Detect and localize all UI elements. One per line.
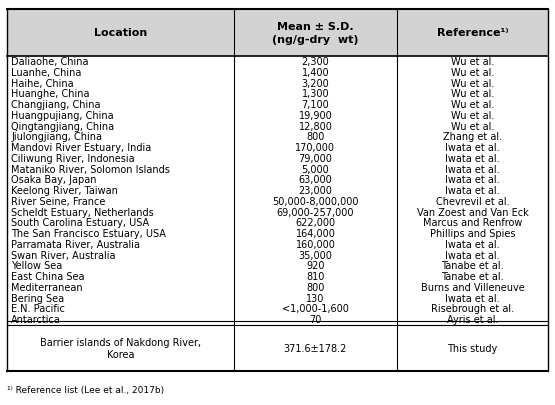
Text: Qingtangjiang, China: Qingtangjiang, China	[11, 122, 114, 131]
Text: Ciliwung River, Indonesia: Ciliwung River, Indonesia	[11, 153, 135, 164]
Text: Tanabe et al.: Tanabe et al.	[441, 261, 504, 271]
Text: Tanabe et al.: Tanabe et al.	[441, 272, 504, 281]
Bar	[7, 10, 548, 57]
Text: 50,000-8,000,000: 50,000-8,000,000	[272, 196, 359, 207]
Text: Iwata et al.: Iwata et al.	[445, 239, 500, 249]
Text: 371.6±178.2: 371.6±178.2	[284, 343, 347, 353]
Text: Zhang et al.: Zhang et al.	[443, 132, 502, 142]
Text: Mandovi River Estuary, India: Mandovi River Estuary, India	[11, 143, 152, 153]
Text: 69,000-257,000: 69,000-257,000	[277, 207, 354, 217]
Text: Marcus and Renfrow: Marcus and Renfrow	[423, 218, 522, 228]
Text: 920: 920	[306, 261, 325, 271]
Text: East China Sea: East China Sea	[11, 272, 84, 281]
Text: Wu et al.: Wu et al.	[451, 57, 494, 67]
Text: Parramata River, Australia: Parramata River, Australia	[11, 239, 140, 249]
Text: Huanghe, China: Huanghe, China	[11, 89, 89, 99]
Text: Iwata et al.: Iwata et al.	[445, 175, 500, 185]
Text: Bering Sea: Bering Sea	[11, 293, 64, 303]
Text: 160,000: 160,000	[295, 239, 335, 249]
Text: South Carolina Estuary, USA: South Carolina Estuary, USA	[11, 218, 149, 228]
Text: 3,200: 3,200	[301, 79, 329, 89]
Text: Mediterranean: Mediterranean	[11, 282, 83, 292]
Text: River Seine, France: River Seine, France	[11, 196, 105, 207]
Text: Antarctica: Antarctica	[11, 314, 61, 324]
Text: Osaka Bay, Japan: Osaka Bay, Japan	[11, 175, 97, 185]
Text: Barrier islands of Nakdong River,
Korea: Barrier islands of Nakdong River, Korea	[40, 337, 201, 359]
Text: Changjiang, China: Changjiang, China	[11, 100, 100, 110]
Text: Scheldt Estuary, Netherlands: Scheldt Estuary, Netherlands	[11, 207, 154, 217]
Text: Iwata et al.: Iwata et al.	[445, 186, 500, 196]
Text: Iwata et al.: Iwata et al.	[445, 153, 500, 164]
Text: 23,000: 23,000	[299, 186, 332, 196]
Text: Wu et al.: Wu et al.	[451, 89, 494, 99]
Text: <1,000-1,600: <1,000-1,600	[282, 304, 349, 314]
Text: 79,000: 79,000	[299, 153, 332, 164]
Text: ¹⁾ Reference list (Lee et al., 2017b): ¹⁾ Reference list (Lee et al., 2017b)	[7, 385, 164, 394]
Text: 130: 130	[306, 293, 325, 303]
Text: Ayris et al.: Ayris et al.	[447, 314, 498, 324]
Text: 800: 800	[306, 282, 325, 292]
Text: 63,000: 63,000	[299, 175, 332, 185]
Text: Iwata et al.: Iwata et al.	[445, 143, 500, 153]
Text: 164,000: 164,000	[295, 229, 335, 239]
Text: This study: This study	[447, 343, 498, 353]
Text: 12,800: 12,800	[299, 122, 332, 131]
Text: 800: 800	[306, 132, 325, 142]
Text: Burns and Villeneuve: Burns and Villeneuve	[421, 282, 524, 292]
Text: 35,000: 35,000	[299, 250, 332, 260]
Text: Iwata et al.: Iwata et al.	[445, 250, 500, 260]
Text: 1,400: 1,400	[301, 68, 329, 78]
Text: Wu et al.: Wu et al.	[451, 68, 494, 78]
Text: 5,000: 5,000	[301, 164, 329, 174]
Text: Luanhe, China: Luanhe, China	[11, 68, 82, 78]
Text: Swan River, Australia: Swan River, Australia	[11, 250, 115, 260]
Text: 810: 810	[306, 272, 325, 281]
Text: Wu et al.: Wu et al.	[451, 122, 494, 131]
Text: Van Zoest and Van Eck: Van Zoest and Van Eck	[417, 207, 528, 217]
Text: 7,100: 7,100	[301, 100, 329, 110]
Text: Haihe, China: Haihe, China	[11, 79, 74, 89]
Text: E.N. Pacific: E.N. Pacific	[11, 304, 65, 314]
Text: The San Francisco Estuary, USA: The San Francisco Estuary, USA	[11, 229, 166, 239]
Text: Iwata et al.: Iwata et al.	[445, 164, 500, 174]
Text: Yellow Sea: Yellow Sea	[11, 261, 62, 271]
Text: Wu et al.: Wu et al.	[451, 100, 494, 110]
Text: Mean ± S.D.
(ng/g-dry  wt): Mean ± S.D. (ng/g-dry wt)	[272, 22, 359, 45]
Text: Huangpujiang, China: Huangpujiang, China	[11, 111, 114, 121]
Text: Chevrevil et al.: Chevrevil et al.	[436, 196, 509, 207]
Text: 70: 70	[309, 314, 321, 324]
Text: Wu et al.: Wu et al.	[451, 79, 494, 89]
Text: Mataniko River, Solomon Islands: Mataniko River, Solomon Islands	[11, 164, 170, 174]
Text: 19,900: 19,900	[299, 111, 332, 121]
Text: Keelong River, Taiwan: Keelong River, Taiwan	[11, 186, 118, 196]
Text: Reference¹⁾: Reference¹⁾	[437, 28, 508, 38]
Text: Daliaohe, China: Daliaohe, China	[11, 57, 89, 67]
Text: Jiulongjiang, China: Jiulongjiang, China	[11, 132, 102, 142]
Text: Phillips and Spies: Phillips and Spies	[430, 229, 515, 239]
Text: 622,000: 622,000	[295, 218, 335, 228]
Text: 2,300: 2,300	[301, 57, 329, 67]
Text: 170,000: 170,000	[295, 143, 335, 153]
Text: Location: Location	[94, 28, 147, 38]
Text: Iwata et al.: Iwata et al.	[445, 293, 500, 303]
Text: 1,300: 1,300	[301, 89, 329, 99]
Text: Risebrough et al.: Risebrough et al.	[431, 304, 514, 314]
Text: Wu et al.: Wu et al.	[451, 111, 494, 121]
